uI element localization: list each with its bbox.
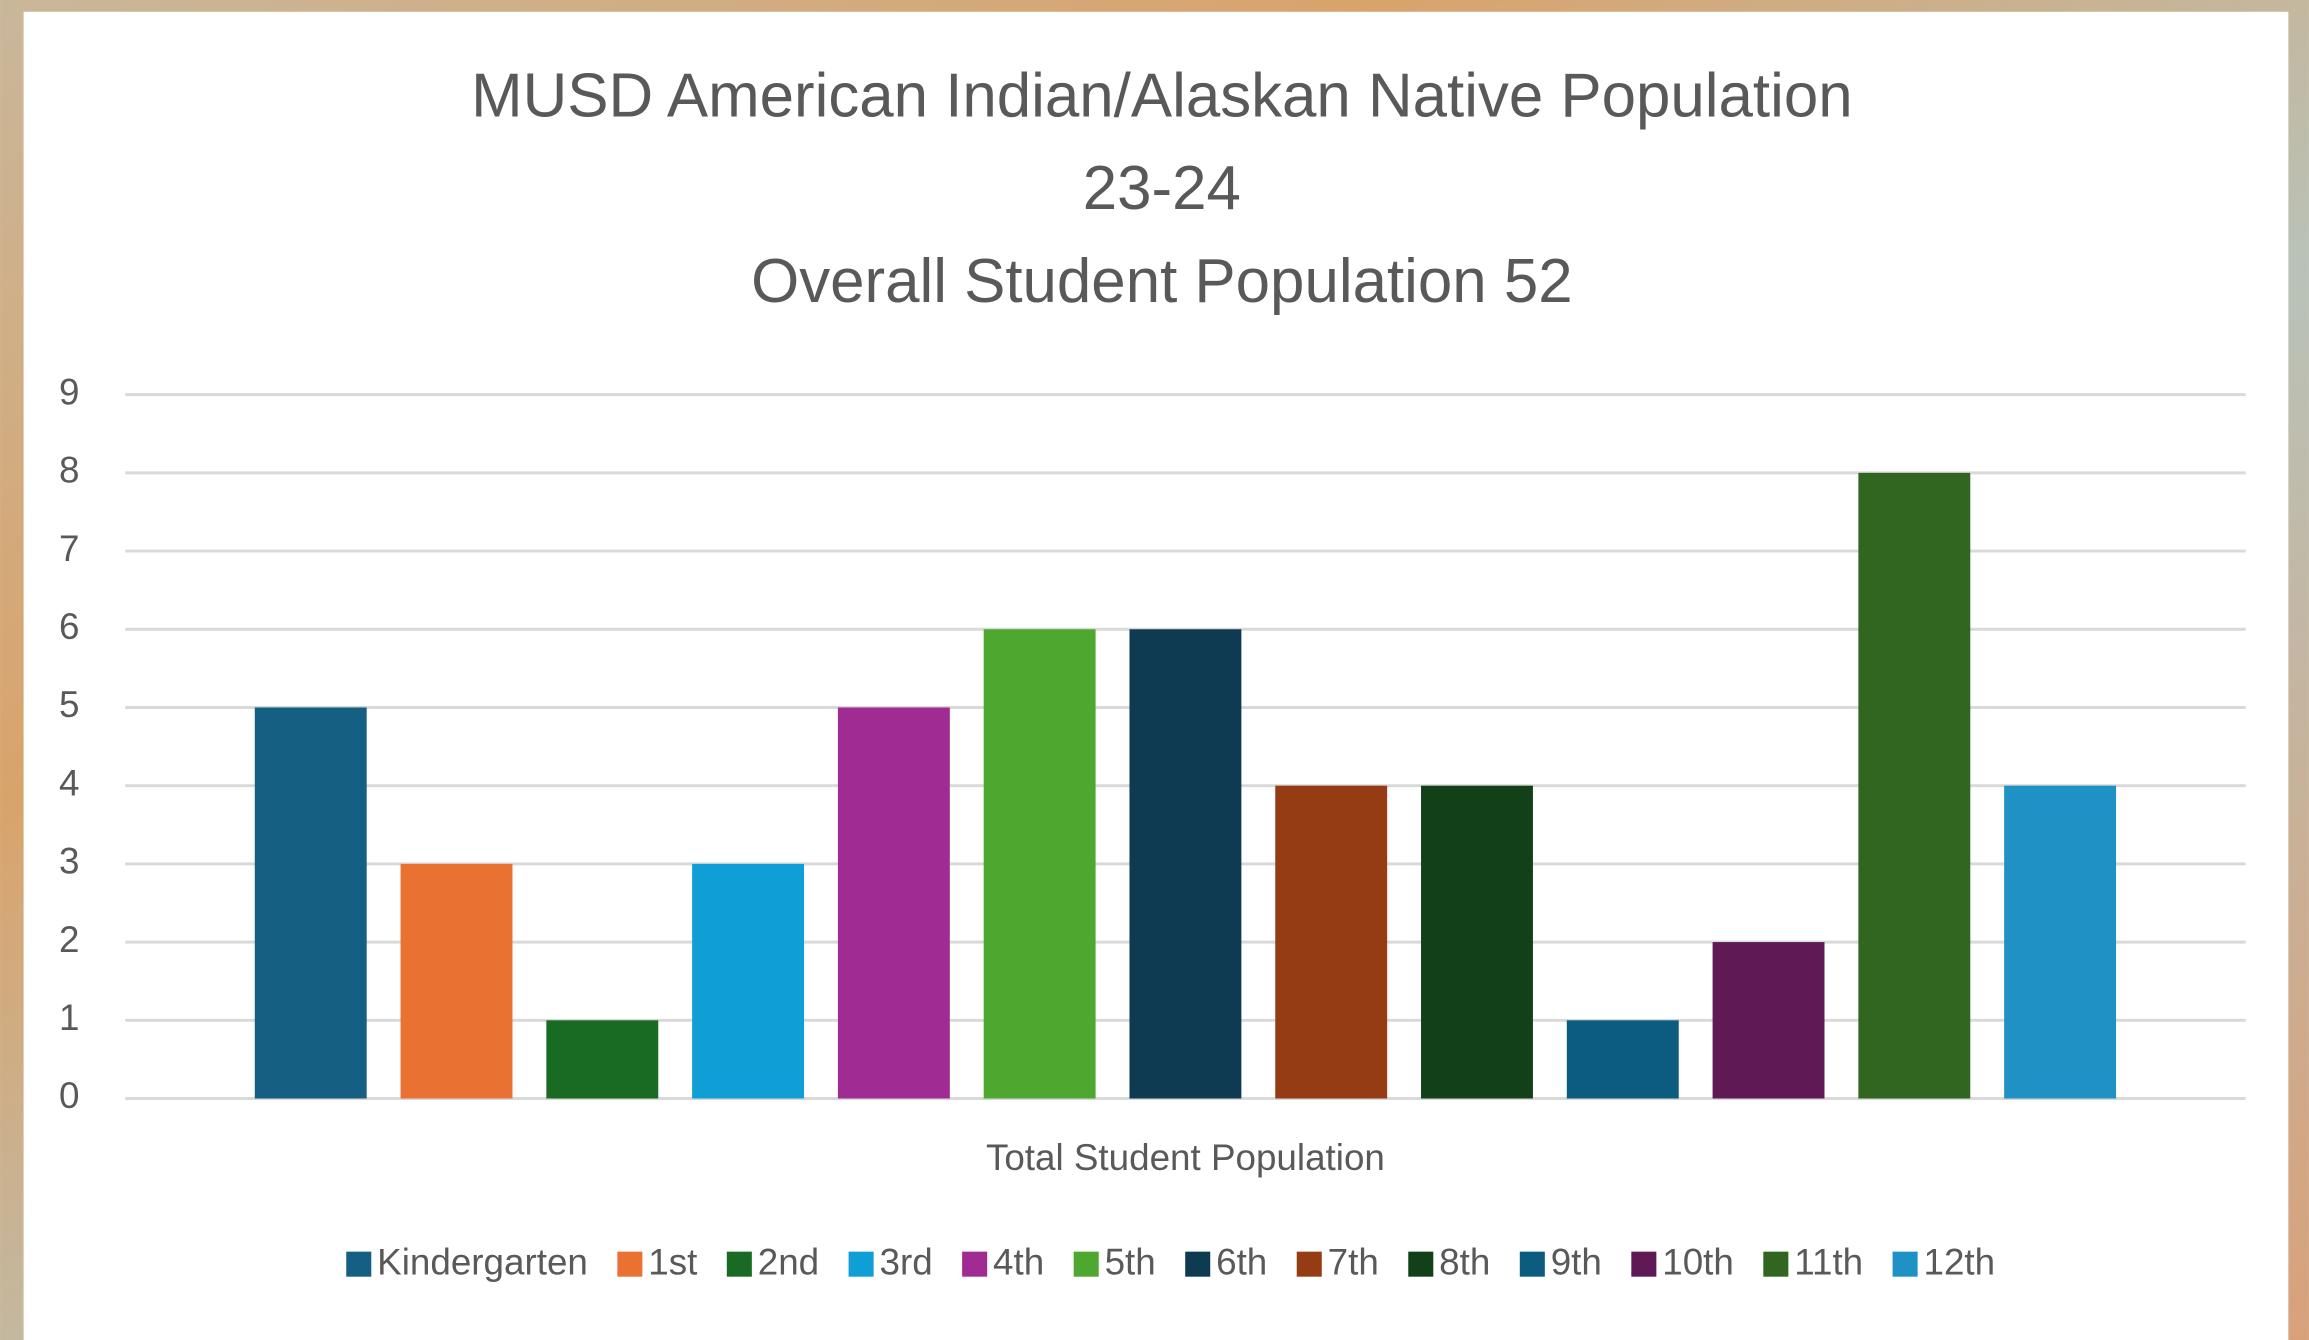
legend-label: 5th — [1105, 1242, 1156, 1283]
y-tick-label: 4 — [59, 762, 79, 803]
legend-swatch — [1519, 1251, 1545, 1277]
legend-swatch — [617, 1251, 643, 1277]
x-axis-category-label: Total Student Population — [986, 1137, 1385, 1178]
bar — [254, 707, 367, 1099]
legend-swatch — [848, 1251, 874, 1277]
legend-label: 6th — [1216, 1242, 1267, 1283]
y-tick-label: 5 — [59, 684, 79, 725]
bar — [1421, 785, 1533, 1099]
legend-swatch — [1631, 1251, 1657, 1277]
bar — [983, 629, 1096, 1099]
bar — [1858, 472, 1971, 1099]
chart-title: 23-24 — [1083, 154, 1241, 223]
legend-swatch — [962, 1251, 988, 1277]
chart-title: MUSD American Indian/Alaskan Native Popu… — [471, 61, 1853, 130]
legend-label: 8th — [1439, 1242, 1490, 1283]
bar — [1275, 785, 1388, 1099]
y-tick-label: 9 — [59, 371, 79, 412]
legend-label: 4th — [993, 1242, 1044, 1283]
y-tick-label: 6 — [59, 606, 79, 647]
bar — [1712, 942, 1825, 1099]
bar — [546, 1020, 659, 1099]
bar — [1566, 1020, 1679, 1099]
legend-label: 7th — [1328, 1242, 1379, 1283]
bar — [1129, 629, 1242, 1099]
bar — [400, 863, 513, 1099]
bar — [837, 707, 950, 1099]
legend-swatch — [1408, 1251, 1434, 1277]
legend-label: Kindergarten — [377, 1242, 588, 1283]
legend-swatch — [1073, 1251, 1099, 1277]
legend-label: 12th — [1924, 1242, 1996, 1283]
legend-label: 11th — [1794, 1242, 1863, 1283]
legend-label: 9th — [1551, 1242, 1602, 1283]
legend-swatch — [726, 1251, 752, 1277]
y-tick-label: 8 — [59, 450, 79, 491]
y-tick-label: 1 — [59, 997, 79, 1038]
chart-title: Overall Student Population 52 — [751, 247, 1572, 316]
bar — [2004, 785, 2117, 1099]
bar — [692, 863, 805, 1099]
legend-swatch — [1296, 1251, 1322, 1277]
legend-swatch — [346, 1251, 372, 1277]
y-tick-label: 7 — [59, 528, 79, 569]
legend-swatch — [1185, 1251, 1211, 1277]
legend-label: 1st — [648, 1242, 697, 1283]
y-tick-label: 0 — [59, 1075, 79, 1116]
legend-swatch — [1763, 1251, 1789, 1277]
legend-swatch — [1892, 1251, 1918, 1277]
y-tick-label: 2 — [59, 919, 79, 960]
y-tick-label: 3 — [59, 841, 79, 882]
legend-label: 10th — [1662, 1242, 1734, 1283]
legend-label: 2nd — [758, 1242, 819, 1283]
legend-label: 3rd — [880, 1242, 933, 1283]
